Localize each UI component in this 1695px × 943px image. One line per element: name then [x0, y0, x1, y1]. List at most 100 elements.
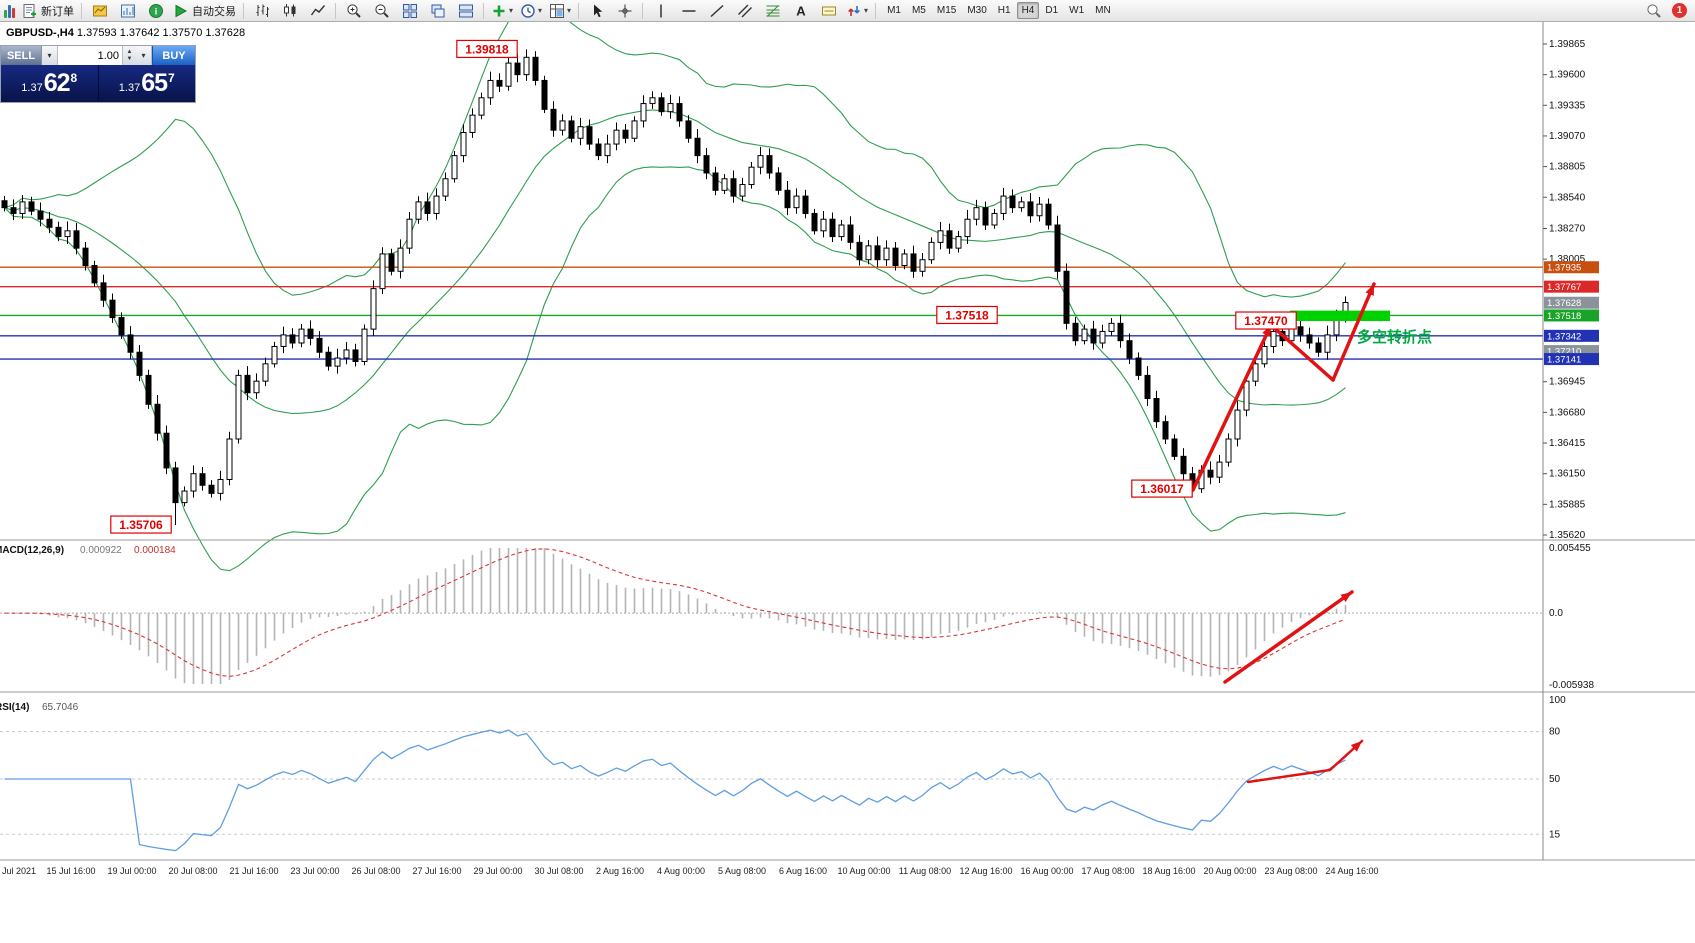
sell-price[interactable]: 1.37 62 8 — [1, 65, 98, 102]
svg-text:1.39070: 1.39070 — [1549, 131, 1586, 142]
text-icon[interactable]: A — [787, 0, 814, 22]
timeframe-button-w1[interactable]: W1 — [1069, 5, 1085, 16]
candlestick-chart-icon[interactable] — [276, 0, 303, 22]
svg-text:0.000922: 0.000922 — [80, 545, 122, 556]
timeframe-button-m30[interactable]: M30 — [967, 5, 987, 16]
svg-text:i: i — [154, 6, 157, 16]
svg-text:30 Jul 08:00: 30 Jul 08:00 — [534, 866, 583, 876]
ohlc-values: 1.37593 1.37642 1.37570 1.37628 — [76, 27, 246, 39]
macd-panel: MACD(12,26,9) 0.000922 0.000184 0.005455 0.0… — [0, 543, 1594, 691]
svg-text:29 Jul 00:00: 29 Jul 00:00 — [473, 866, 522, 876]
arrange-windows-icon[interactable] — [452, 0, 479, 22]
autotrading-button[interactable]: 自动交易 — [170, 0, 239, 22]
search-icon[interactable] — [1640, 0, 1667, 22]
toolbar-separator — [81, 2, 82, 19]
svg-text:12 Aug 16:00: 12 Aug 16:00 — [959, 866, 1012, 876]
buy-button[interactable]: BUY — [152, 46, 195, 65]
templates-button[interactable]: ▾ — [546, 0, 574, 22]
timeframe-button-h1[interactable]: H1 — [997, 5, 1011, 16]
zoom-in-icon[interactable] — [340, 0, 367, 22]
sell-dropdown[interactable]: ▾ — [42, 46, 58, 65]
svg-text:1.37141: 1.37141 — [1547, 355, 1581, 366]
cascade-windows-icon[interactable] — [424, 0, 451, 22]
toolbar-separator — [578, 2, 580, 19]
volume-input[interactable]: 1.00 — [58, 46, 122, 65]
bar-chart-icon[interactable] — [248, 0, 275, 22]
svg-text:1.37518: 1.37518 — [1547, 311, 1581, 322]
svg-text:1.36945: 1.36945 — [1549, 377, 1586, 388]
charts-profile-icon[interactable] — [86, 0, 113, 22]
fibonacci-icon[interactable] — [759, 0, 786, 22]
new-order-label: 新订单 — [41, 5, 74, 18]
svg-text:19 Jul 00:00: 19 Jul 00:00 — [107, 866, 156, 876]
text-label-icon[interactable] — [815, 0, 842, 22]
svg-text:2 Aug 16:00: 2 Aug 16:00 — [596, 866, 644, 876]
svg-text:1.36150: 1.36150 — [1549, 469, 1586, 480]
arrows-button[interactable]: ▾ — [843, 0, 871, 22]
svg-text:80: 80 — [1549, 727, 1561, 738]
timeframe-button-m15[interactable]: M15 — [936, 5, 957, 16]
tile-windows-icon[interactable] — [396, 0, 423, 22]
sell-button[interactable]: SELL — [1, 46, 42, 65]
market-watch-icon[interactable] — [114, 0, 141, 22]
buy-price-prefix: 1.37 — [118, 82, 141, 94]
horizontal-line-icon[interactable] — [675, 0, 702, 22]
indicators-button[interactable]: ▾ — [488, 0, 516, 22]
svg-text:RSI(14): RSI(14) — [0, 702, 29, 713]
svg-text:23 Aug 08:00: 23 Aug 08:00 — [1264, 866, 1317, 876]
trendline-icon[interactable] — [703, 0, 730, 22]
svg-text:1.39818: 1.39818 — [465, 42, 509, 56]
svg-text:26 Jul 08:00: 26 Jul 08:00 — [351, 866, 400, 876]
chart-quote-line: GBPUSD-,H4 1.37593 1.37642 1.37570 1.376… — [6, 27, 245, 39]
new-order-button[interactable]: 新订单 — [19, 0, 77, 22]
sell-price-sup: 8 — [70, 71, 78, 85]
timeframe-button-m5[interactable]: M5 — [911, 5, 926, 16]
timeframe-button-m1[interactable]: M1 — [887, 5, 901, 16]
arrows-icon — [848, 5, 860, 16]
sell-price-prefix: 1.37 — [21, 82, 43, 94]
price-divider — [97, 65, 99, 102]
svg-text:1.37628: 1.37628 — [1547, 298, 1581, 309]
data-window-icon[interactable]: i — [142, 0, 169, 22]
crosshair-icon[interactable] — [611, 0, 638, 22]
svg-text:10 Aug 00:00: 10 Aug 00:00 — [837, 866, 890, 876]
volume-stepper[interactable]: ▲ ▼ — [122, 46, 136, 65]
buy-dropdown[interactable]: ▾ — [136, 46, 152, 65]
zoom-out-icon[interactable] — [368, 0, 395, 22]
cursor-icon[interactable] — [583, 0, 610, 22]
svg-text:23 Jul 00:00: 23 Jul 00:00 — [290, 866, 339, 876]
notification-badge[interactable]: 1 — [1672, 3, 1687, 18]
svg-text:1.37210: 1.37210 — [1547, 347, 1581, 358]
svg-text:16 Aug 00:00: 16 Aug 00:00 — [1020, 866, 1073, 876]
svg-text:20 Jul 08:00: 20 Jul 08:00 — [168, 866, 217, 876]
trade-controls-row: SELL ▾ 1.00 ▲ ▼ ▾ BUY — [1, 46, 195, 65]
chevron-down-icon: ▾ — [47, 51, 52, 60]
svg-text:5 Aug 08:00: 5 Aug 08:00 — [718, 866, 766, 876]
timeframe-button-h4[interactable]: H4 — [1016, 2, 1040, 19]
buy-price[interactable]: 1.37 65 7 — [99, 65, 196, 102]
svg-text:1.39600: 1.39600 — [1549, 70, 1586, 81]
chart-canvas[interactable]: 1.39818 1.37518 1.37470 1.36017 1.35706 多空转折点… — [0, 22, 1695, 943]
svg-text:1.36415: 1.36415 — [1549, 438, 1586, 449]
toolbar-separator — [483, 2, 484, 19]
chevron-down-icon: ▾ — [538, 6, 543, 15]
vertical-line-icon[interactable] — [647, 0, 674, 22]
channel-icon[interactable] — [731, 0, 758, 22]
svg-text:0.005455: 0.005455 — [1549, 543, 1591, 554]
chevron-down-icon: ▾ — [509, 6, 514, 15]
symbol-period: GBPUSD-,H4 — [6, 27, 74, 39]
svg-text:1.38540: 1.38540 — [1549, 192, 1586, 203]
periods-button[interactable]: ▾ — [517, 0, 545, 22]
chevron-down-icon: ▼ — [126, 55, 133, 62]
svg-text:100: 100 — [1549, 695, 1566, 706]
svg-text:MACD(12,26,9): MACD(12,26,9) — [0, 545, 64, 556]
toolbar-separator — [335, 2, 336, 19]
template-icon — [550, 3, 565, 18]
timeframe-button-d1[interactable]: D1 — [1045, 5, 1059, 16]
svg-text:20 Aug 00:00: 20 Aug 00:00 — [1203, 866, 1256, 876]
line-chart-icon[interactable] — [304, 0, 331, 22]
svg-text:1.38270: 1.38270 — [1549, 223, 1586, 234]
svg-text:4 Aug 00:00: 4 Aug 00:00 — [657, 866, 705, 876]
svg-text:1.37470: 1.37470 — [1244, 314, 1288, 328]
timeframe-button-mn[interactable]: MN — [1095, 5, 1111, 16]
